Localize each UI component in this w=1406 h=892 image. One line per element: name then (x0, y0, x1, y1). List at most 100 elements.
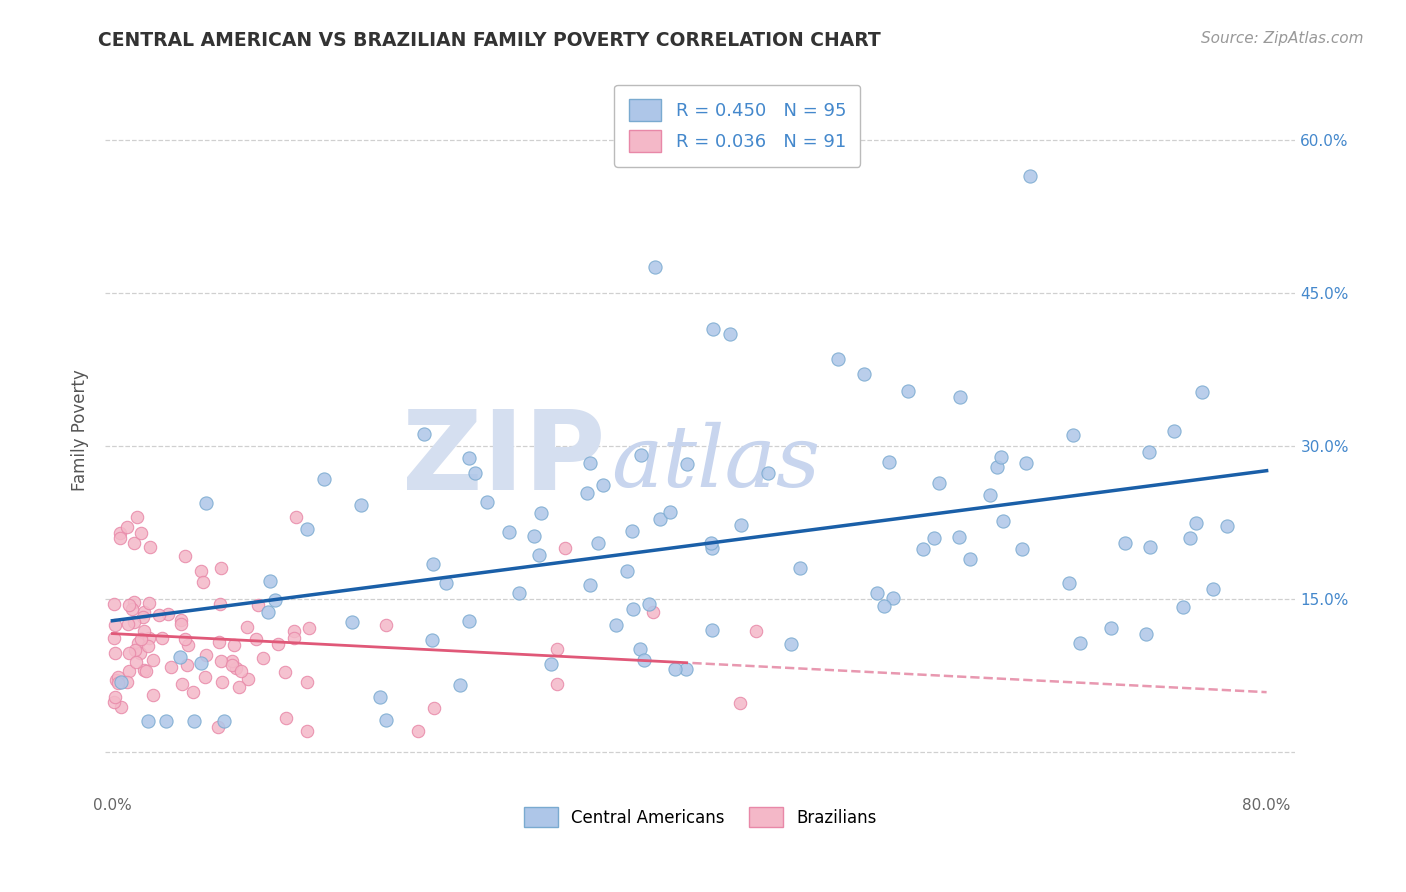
Point (702, 541, 724, 556)
Point (129, 646, 152, 660)
Point (297, 674, 319, 689)
Point (225, 661, 247, 675)
Point (127, 636, 149, 650)
Point (700, 536, 723, 550)
Point (1191, 384, 1213, 399)
Point (675, 662, 697, 676)
Point (110, 675, 132, 690)
Point (877, 455, 900, 469)
Point (190, 656, 212, 670)
Point (274, 711, 297, 725)
Point (176, 658, 198, 673)
Point (1015, 456, 1038, 470)
Point (266, 637, 288, 651)
Point (297, 621, 319, 635)
Point (1216, 519, 1239, 533)
Point (194, 671, 217, 685)
Point (718, 326, 741, 341)
Point (658, 504, 681, 518)
Point (150, 631, 173, 645)
Point (170, 613, 193, 627)
Point (530, 506, 553, 520)
Point (148, 607, 170, 622)
Point (449, 678, 471, 692)
Point (423, 701, 446, 715)
Point (498, 524, 520, 539)
Point (882, 591, 904, 606)
Point (616, 564, 638, 578)
Text: CENTRAL AMERICAN VS BRAZILIAN FAMILY POVERTY CORRELATION CHART: CENTRAL AMERICAN VS BRAZILIAN FAMILY POV… (98, 31, 882, 50)
Point (122, 535, 145, 549)
Point (273, 665, 295, 680)
Point (104, 646, 127, 660)
Point (129, 632, 152, 646)
Point (586, 535, 609, 549)
Point (103, 597, 125, 611)
Point (702, 322, 724, 336)
Point (295, 724, 318, 739)
Point (508, 585, 530, 599)
Text: atlas: atlas (612, 422, 820, 505)
Point (312, 472, 335, 486)
Point (546, 642, 568, 657)
Point (374, 713, 396, 727)
Point (118, 664, 141, 678)
Point (628, 641, 651, 656)
Point (576, 485, 599, 500)
Point (866, 585, 889, 599)
Point (138, 596, 160, 610)
Point (125, 510, 148, 524)
Point (412, 426, 434, 441)
Point (132, 605, 155, 619)
Point (136, 640, 159, 654)
Point (948, 530, 970, 544)
Point (122, 595, 145, 609)
Point (897, 384, 920, 398)
Point (211, 675, 233, 690)
Text: Source: ZipAtlas.com: Source: ZipAtlas.com (1201, 31, 1364, 46)
Point (959, 551, 981, 566)
Point (117, 616, 139, 631)
Point (986, 459, 1008, 474)
Point (554, 541, 576, 555)
Point (1114, 536, 1136, 550)
Point (115, 520, 138, 534)
Point (1019, 169, 1042, 183)
Point (464, 466, 486, 480)
Point (190, 565, 212, 579)
Point (650, 512, 672, 526)
Point (979, 488, 1001, 502)
Point (103, 632, 125, 646)
Point (1135, 627, 1157, 641)
Point (643, 605, 665, 619)
Point (789, 561, 811, 575)
Point (181, 685, 204, 699)
Point (1069, 635, 1091, 649)
Point (676, 457, 699, 471)
Point (245, 632, 267, 647)
Point (208, 635, 231, 649)
Point (1099, 621, 1122, 635)
Point (620, 524, 643, 539)
Point (183, 714, 205, 729)
Point (104, 617, 127, 632)
Point (1057, 576, 1080, 591)
Point (229, 664, 252, 678)
Point (523, 529, 546, 543)
Point (730, 518, 752, 533)
Point (104, 690, 127, 704)
Point (195, 648, 218, 662)
Point (527, 549, 550, 563)
Point (630, 449, 652, 463)
Point (238, 673, 260, 687)
Point (174, 549, 197, 563)
Point (122, 615, 145, 629)
Point (350, 498, 373, 512)
Point (928, 476, 950, 491)
Point (224, 638, 246, 652)
Point (221, 654, 243, 668)
Point (605, 618, 627, 632)
Point (370, 690, 392, 704)
Point (246, 599, 269, 613)
Point (991, 514, 1014, 528)
